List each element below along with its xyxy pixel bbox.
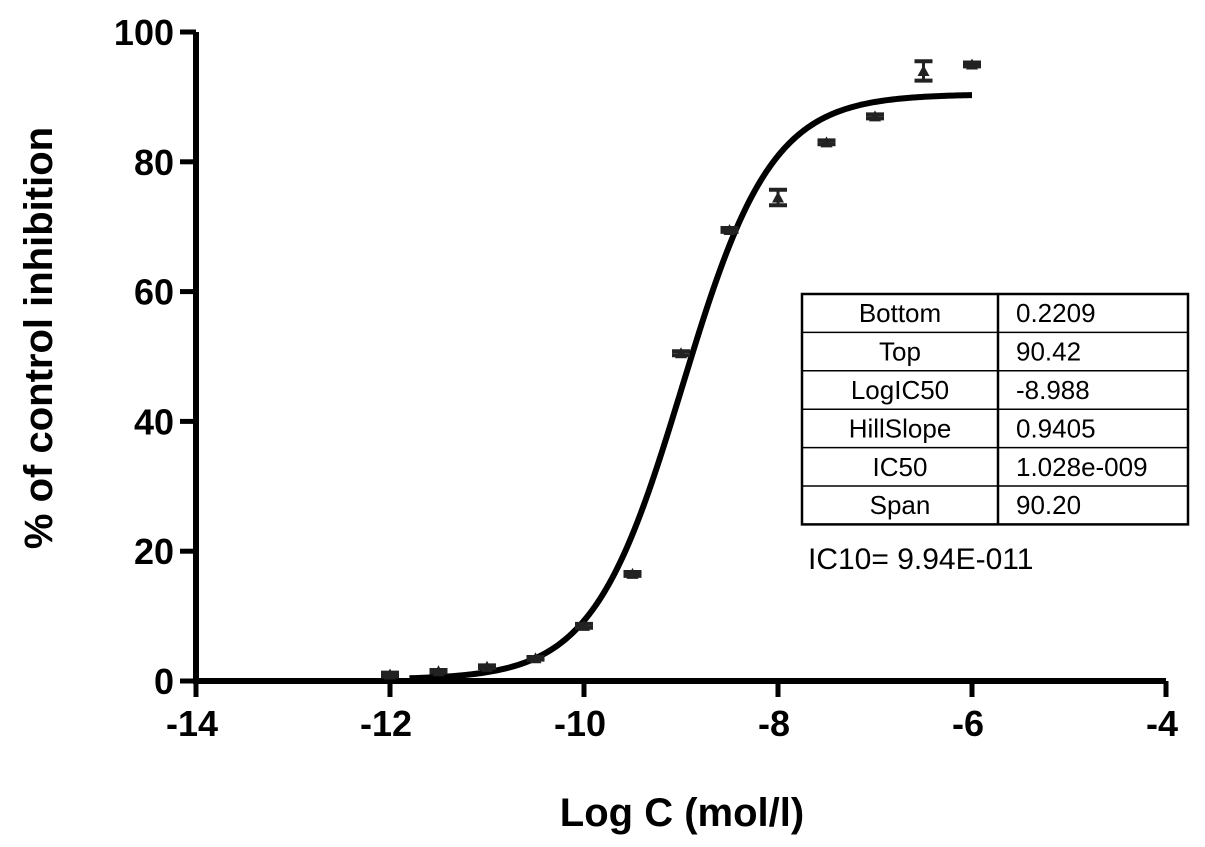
- point-marker: [820, 136, 833, 148]
- y-tick-label: 80: [134, 142, 174, 183]
- data-point: [526, 652, 545, 664]
- y-tick-label: 100: [114, 12, 174, 53]
- table-param-value: 90.20: [1016, 490, 1081, 520]
- fit-curve-group: [409, 92, 973, 682]
- x-tick-label: -12: [360, 703, 412, 744]
- point-marker: [917, 64, 930, 76]
- y-tick-label: 60: [134, 272, 174, 313]
- point-marker: [529, 652, 542, 664]
- data-point: [575, 619, 593, 631]
- y-tick-label: 20: [134, 531, 174, 572]
- data-point: [478, 660, 496, 672]
- ic10-annotation: IC10= 9.94E-011: [808, 543, 1033, 576]
- x-tick-label: -6: [952, 703, 984, 744]
- axes: -14 -12 -10 -8 -6 -4 0 20 40 60 80 100: [114, 12, 1178, 744]
- data-point: [866, 110, 884, 122]
- data-point: [623, 567, 642, 579]
- x-axis-title: Log C (mol/l): [560, 791, 804, 835]
- table-param-label: Bottom: [859, 298, 941, 328]
- table-param-value: 90.42: [1016, 337, 1081, 367]
- table-param-value: 0.9405: [1016, 413, 1096, 443]
- point-marker: [626, 567, 639, 579]
- x-tick-label: -8: [758, 703, 790, 744]
- table-param-value: 0.2209: [1016, 298, 1096, 328]
- data-point: [429, 665, 448, 677]
- data-points-group: [381, 58, 981, 680]
- table-param-label: IC50: [873, 452, 928, 482]
- y-tick-label: 40: [134, 401, 174, 442]
- data-point: [769, 187, 787, 208]
- y-tick-label: 0: [154, 661, 174, 702]
- y-axis-title-group: % of control inhibition: [17, 127, 61, 549]
- table-param-value: -8.988: [1016, 375, 1090, 405]
- point-marker: [675, 347, 687, 359]
- point-marker: [432, 665, 445, 677]
- point-marker: [772, 191, 784, 203]
- fit-curve: [409, 92, 973, 682]
- data-point: [672, 347, 690, 359]
- point-marker: [966, 58, 978, 70]
- data-point: [963, 58, 981, 70]
- point-marker: [481, 660, 493, 672]
- point-marker: [578, 619, 590, 631]
- x-tick-label: -10: [554, 703, 606, 744]
- point-marker: [384, 668, 396, 680]
- table-param-label: Top: [879, 337, 921, 367]
- table-param-label: LogIC50: [851, 375, 949, 405]
- table-param-value: 1.028e-009: [1016, 452, 1148, 482]
- data-point: [720, 223, 739, 235]
- fit-parameters-table: Bottom 0.2209 Top 90.42 LogIC50 -8.988 HillSlo…: [800, 292, 1190, 526]
- x-tick-label: -4: [1146, 703, 1178, 744]
- point-marker: [869, 110, 881, 122]
- y-axis-title: % of control inhibition: [17, 127, 61, 549]
- table-param-label: Span: [870, 490, 931, 520]
- data-point: [381, 668, 399, 680]
- table-param-label: HillSlope: [849, 413, 952, 443]
- data-point: [914, 59, 933, 83]
- point-marker: [723, 223, 736, 235]
- data-point: [817, 136, 836, 148]
- x-tick-label: -14: [166, 703, 218, 744]
